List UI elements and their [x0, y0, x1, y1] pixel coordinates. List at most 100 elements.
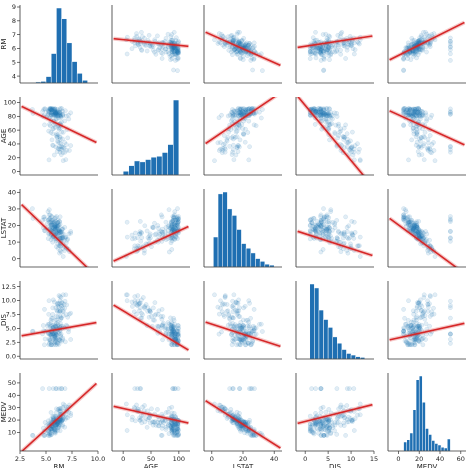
- scatter-point: [416, 38, 422, 44]
- histogram-bar-age: [122, 171, 129, 176]
- scatter-point: [408, 327, 414, 332]
- scatter-point: [318, 220, 324, 226]
- scatter-point: [170, 214, 176, 219]
- scatter-point: [421, 134, 426, 139]
- scatter-point: [159, 46, 165, 52]
- scatter-point: [149, 419, 155, 425]
- scatter-point: [410, 106, 416, 112]
- scatter-point: [415, 39, 421, 44]
- scatter-point: [153, 52, 159, 57]
- scatter-point: [230, 37, 236, 43]
- scatter-point: [252, 111, 257, 117]
- scatter-point: [47, 337, 52, 343]
- scatter-point: [316, 109, 322, 114]
- scatter-point: [49, 222, 55, 228]
- scatter-point: [251, 45, 256, 50]
- scatter-point: [175, 68, 180, 73]
- scatter-point: [218, 305, 223, 311]
- scatter-point: [172, 334, 178, 340]
- scatter-point: [55, 111, 61, 117]
- scatter-point: [57, 422, 63, 427]
- scatter-point: [57, 227, 62, 233]
- scatter-point: [235, 40, 241, 45]
- scatter-point: [46, 106, 52, 112]
- scatter-point: [229, 418, 234, 424]
- scatter-point: [350, 417, 356, 423]
- scatter-points: [401, 292, 453, 348]
- scatter-point: [52, 223, 57, 228]
- scatter-point: [236, 125, 242, 131]
- scatter-point: [242, 426, 248, 432]
- scatter-point: [318, 423, 324, 429]
- scatter-point: [415, 149, 421, 154]
- scatter-point: [230, 386, 235, 391]
- y-tick-label-age: 80: [8, 113, 16, 121]
- scatter-point: [59, 236, 64, 242]
- scatter-point: [407, 227, 413, 232]
- scatter-point: [325, 417, 330, 423]
- scatter-point: [418, 231, 424, 237]
- scatter-point: [318, 50, 324, 56]
- scatter-point: [175, 424, 181, 430]
- scatter-point: [237, 336, 243, 342]
- scatter-point: [401, 326, 407, 331]
- scatter-point: [216, 148, 222, 153]
- scatter-point: [54, 342, 60, 348]
- scatter-point: [252, 386, 257, 391]
- scatter-point: [176, 38, 181, 44]
- scatter-point: [425, 302, 431, 308]
- scatter-point: [407, 328, 413, 333]
- scatter-point: [170, 423, 175, 429]
- histogram-bar-age: [145, 159, 152, 176]
- scatter-point: [405, 56, 411, 61]
- scatter-point: [326, 428, 332, 434]
- regression-group: [112, 224, 190, 263]
- scatter-point: [416, 325, 422, 330]
- scatter-point: [250, 106, 255, 111]
- scatter-point: [325, 225, 331, 231]
- scatter-point: [326, 231, 332, 237]
- scatter-point: [238, 50, 244, 55]
- scatter-point: [138, 238, 143, 244]
- scatter-point: [50, 225, 56, 230]
- scatter-point: [351, 149, 357, 155]
- scatter-point: [414, 49, 419, 55]
- scatter-point: [50, 414, 56, 419]
- scatter-point: [52, 334, 58, 339]
- scatter-point: [407, 106, 413, 112]
- scatter-point: [47, 431, 53, 437]
- scatter-point: [321, 107, 326, 112]
- histogram-bar-age: [173, 99, 180, 176]
- scatter-point: [231, 136, 236, 142]
- scatter-point: [169, 221, 174, 226]
- scatter-point: [249, 328, 255, 334]
- scatter-point: [403, 109, 409, 115]
- scatter-point: [230, 149, 235, 155]
- scatter-point: [326, 224, 332, 230]
- panel-lstat-vs-dis: [295, 189, 374, 268]
- scatter-point: [414, 115, 419, 121]
- scatter-point: [414, 110, 420, 115]
- scatter-point: [59, 417, 65, 423]
- scatter-point: [173, 433, 178, 438]
- scatter-point: [229, 49, 234, 55]
- scatter-point: [41, 107, 46, 112]
- scatter-point: [324, 423, 330, 429]
- scatter-point: [318, 111, 323, 117]
- scatter-point: [173, 226, 178, 231]
- scatter-point: [416, 106, 422, 111]
- scatter-point: [317, 426, 322, 432]
- scatter-point: [66, 409, 72, 415]
- scatter-point: [171, 48, 176, 54]
- scatter-point: [410, 112, 416, 117]
- histogram-bar-lstat: [222, 191, 228, 268]
- scatter-point: [326, 429, 332, 434]
- scatter-point: [308, 426, 313, 432]
- scatter-point: [58, 417, 64, 423]
- scatter-point: [418, 314, 424, 320]
- scatter-point: [413, 51, 418, 57]
- panel-medv-vs-medv: [387, 373, 466, 452]
- scatter-point: [349, 231, 355, 237]
- scatter-point: [227, 316, 232, 322]
- scatter-point: [326, 45, 332, 50]
